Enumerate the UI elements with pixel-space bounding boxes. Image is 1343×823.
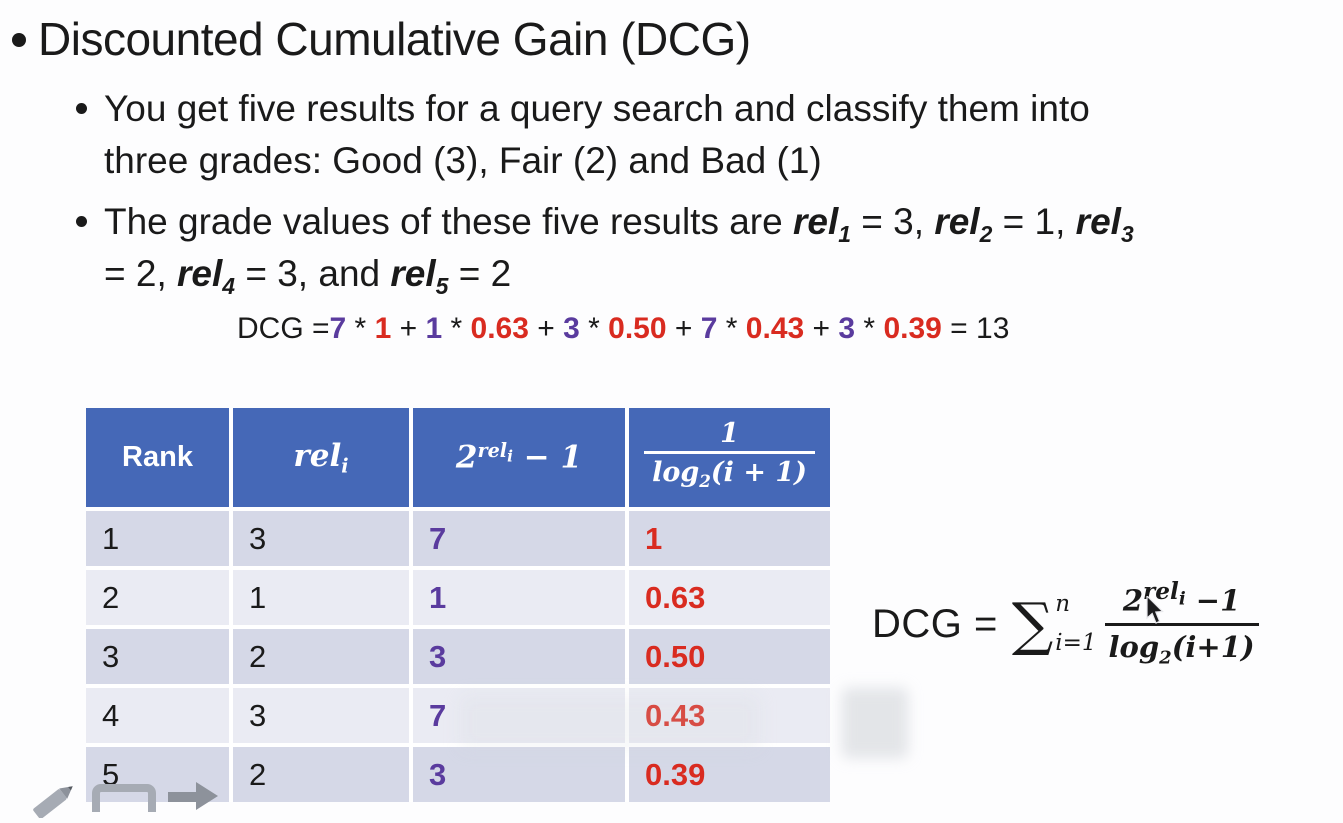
table-cell-rank: 4 [86,688,229,743]
table-cell-discount: 0.50 [629,629,830,684]
table-cell-gain: 3 [413,747,625,802]
table-cell-rel: 3 [233,688,409,743]
bullet1-line2: three grades: Good (3), Fair (2) and Bad… [104,140,822,181]
table-cell-discount: 0.63 [629,570,830,625]
table-header-rank: Rank [86,408,229,507]
sigma-upper-limit: n [1055,591,1071,618]
fraction-numerator: 2reli −1 [1122,578,1241,618]
table-cell-discount: 0.39 [629,747,830,802]
table-cell-gain: 1 [413,570,625,625]
bullet-marker [12,33,26,47]
table-cell-discount: 0.43 [629,688,830,743]
table-cell-rank: 2 [86,570,229,625]
table-cell-rel: 2 [233,629,409,684]
table-header-discount: 1 log2(i + 1) [629,408,830,507]
table-header-gain: 2reli − 1 [413,408,625,507]
mouse-cursor [1146,594,1168,631]
table-cell-gain: 7 [413,511,625,566]
formula-fraction: 2reli −1 log2(i+1) [1104,572,1259,677]
table-cell-rank: 3 [86,629,229,684]
rectangle-icon[interactable] [92,784,156,823]
header-rel-label: reli [293,437,349,478]
bullet-marker [76,216,87,227]
table-cell-gain: 7 [413,688,625,743]
dcg-formula: DCG = ∑ n i=1 2reli −1 log2(i+1) [872,572,1259,677]
bullet1-line1: You get five results for a query search … [104,88,1090,129]
sigma-symbol: ∑ n i=1 [1011,590,1097,659]
table-cell-rel: 1 [233,570,409,625]
header-gain-label: 2reli − 1 [455,439,583,476]
arrow-icon[interactable] [168,780,220,815]
bullet2-line2: = 2, rel4 = 3, and rel5 = 2 [104,253,512,300]
table-header-rel: reli [233,408,409,507]
dcg-computation: DCG =7 * 1 + 1 * 0.63 + 3 * 0.50 + 7 * 0… [237,312,1010,345]
dcg-table: Rank reli 2reli − 1 1 log2(i + 1) 1 3 7 … [86,408,830,802]
header-rank-label: Rank [122,441,193,473]
header-discount-label: 1 log2(i + 1) [644,417,815,499]
table-cell-rank: 1 [86,511,229,566]
page-title: Discounted Cumulative Gain (DCG) [38,13,751,65]
formula-lhs: DCG = [872,601,998,646]
fraction-denominator: log2(i+1) [1104,622,1259,677]
table-cell-rel: 2 [233,747,409,802]
watermark-smudge [842,688,908,758]
pencil-icon[interactable] [24,778,86,823]
table-cell-discount: 1 [629,511,830,566]
table-cell-gain: 3 [413,629,625,684]
table-cell-rel: 3 [233,511,409,566]
bullet-marker [76,103,87,114]
sigma-lower-limit: i=1 [1055,630,1097,657]
bullet2-line1: The grade values of these five results a… [104,201,1134,248]
